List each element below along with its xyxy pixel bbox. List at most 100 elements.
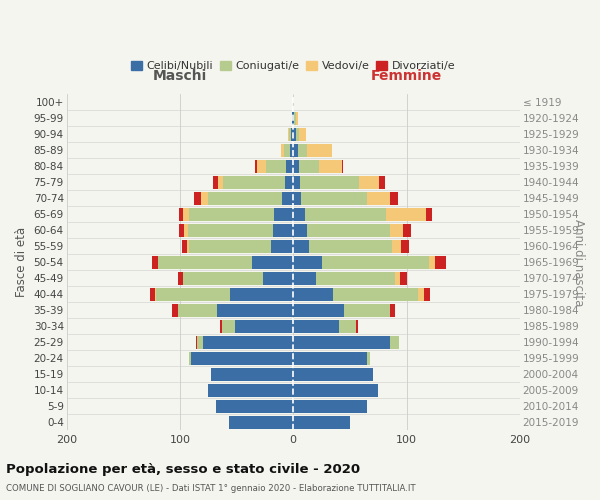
Bar [293, 224, 307, 237]
Bar [182, 240, 187, 253]
Text: Femmine: Femmine [371, 68, 442, 82]
Bar [257, 160, 266, 173]
Bar [184, 208, 189, 221]
Bar [344, 304, 389, 317]
Bar [367, 352, 370, 365]
Bar [263, 272, 293, 285]
Bar [188, 224, 273, 237]
Bar [424, 288, 430, 301]
Bar [211, 368, 293, 381]
Bar [400, 272, 407, 285]
Bar [151, 288, 155, 301]
Bar [389, 336, 398, 349]
Bar [189, 352, 191, 365]
Bar [289, 128, 291, 141]
Bar [218, 176, 223, 189]
Bar [191, 352, 293, 365]
Bar [356, 320, 358, 333]
Bar [295, 112, 296, 125]
Bar [293, 336, 389, 349]
Bar [197, 336, 203, 349]
Bar [282, 192, 293, 205]
Bar [216, 400, 293, 412]
Legend: Celibi/Nubili, Coniugati/e, Vedovi/e, Divorziati/e: Celibi/Nubili, Coniugati/e, Vedovi/e, Di… [127, 56, 460, 76]
Bar [196, 336, 197, 349]
Bar [301, 192, 367, 205]
Bar [179, 224, 184, 237]
Bar [322, 256, 429, 269]
Bar [284, 144, 290, 157]
Bar [367, 192, 389, 205]
Bar [220, 320, 222, 333]
Bar [293, 208, 305, 221]
Bar [359, 176, 379, 189]
Bar [307, 144, 332, 157]
Bar [293, 256, 322, 269]
Bar [189, 240, 271, 253]
Bar [178, 304, 217, 317]
Bar [389, 304, 395, 317]
Bar [293, 416, 350, 428]
Bar [152, 256, 158, 269]
Bar [293, 368, 373, 381]
Bar [184, 224, 188, 237]
Bar [253, 256, 293, 269]
Bar [293, 128, 296, 141]
Bar [158, 256, 253, 269]
Bar [338, 320, 356, 333]
Bar [426, 208, 431, 221]
Bar [273, 224, 293, 237]
Bar [217, 304, 293, 317]
Bar [266, 160, 286, 173]
Bar [179, 208, 184, 221]
Bar [172, 304, 178, 317]
Bar [255, 160, 257, 173]
Bar [274, 208, 293, 221]
Bar [316, 272, 395, 285]
Bar [293, 288, 333, 301]
Bar [235, 320, 293, 333]
Bar [293, 160, 299, 173]
Bar [319, 160, 342, 173]
Bar [293, 320, 338, 333]
Bar [287, 128, 289, 141]
Bar [155, 288, 156, 301]
Bar [395, 272, 400, 285]
Bar [298, 144, 307, 157]
Bar [300, 176, 359, 189]
Bar [379, 176, 385, 189]
Bar [296, 112, 298, 125]
Bar [389, 192, 398, 205]
Bar [305, 208, 386, 221]
Bar [293, 384, 378, 396]
Text: Maschi: Maschi [153, 68, 207, 82]
Bar [418, 288, 424, 301]
Bar [292, 112, 293, 125]
Bar [213, 176, 218, 189]
Bar [293, 240, 309, 253]
Bar [309, 240, 392, 253]
Bar [230, 288, 293, 301]
Bar [293, 400, 367, 412]
Bar [222, 320, 235, 333]
Bar [307, 224, 389, 237]
Bar [299, 160, 319, 173]
Bar [208, 192, 282, 205]
Bar [403, 224, 411, 237]
Bar [392, 240, 401, 253]
Y-axis label: Anni di nascita: Anni di nascita [572, 218, 585, 306]
Bar [293, 304, 344, 317]
Bar [386, 208, 426, 221]
Bar [290, 144, 293, 157]
Bar [293, 144, 298, 157]
Bar [293, 352, 367, 365]
Bar [208, 384, 293, 396]
Bar [202, 192, 208, 205]
Text: COMUNE DI SOGLIANO CAVOUR (LE) - Dati ISTAT 1° gennaio 2020 - Elaborazione TUTTI: COMUNE DI SOGLIANO CAVOUR (LE) - Dati IS… [6, 484, 416, 493]
Bar [389, 224, 403, 237]
Bar [194, 192, 202, 205]
Bar [189, 208, 274, 221]
Bar [281, 144, 284, 157]
Text: Popolazione per età, sesso e stato civile - 2020: Popolazione per età, sesso e stato civil… [6, 462, 360, 475]
Bar [286, 176, 293, 189]
